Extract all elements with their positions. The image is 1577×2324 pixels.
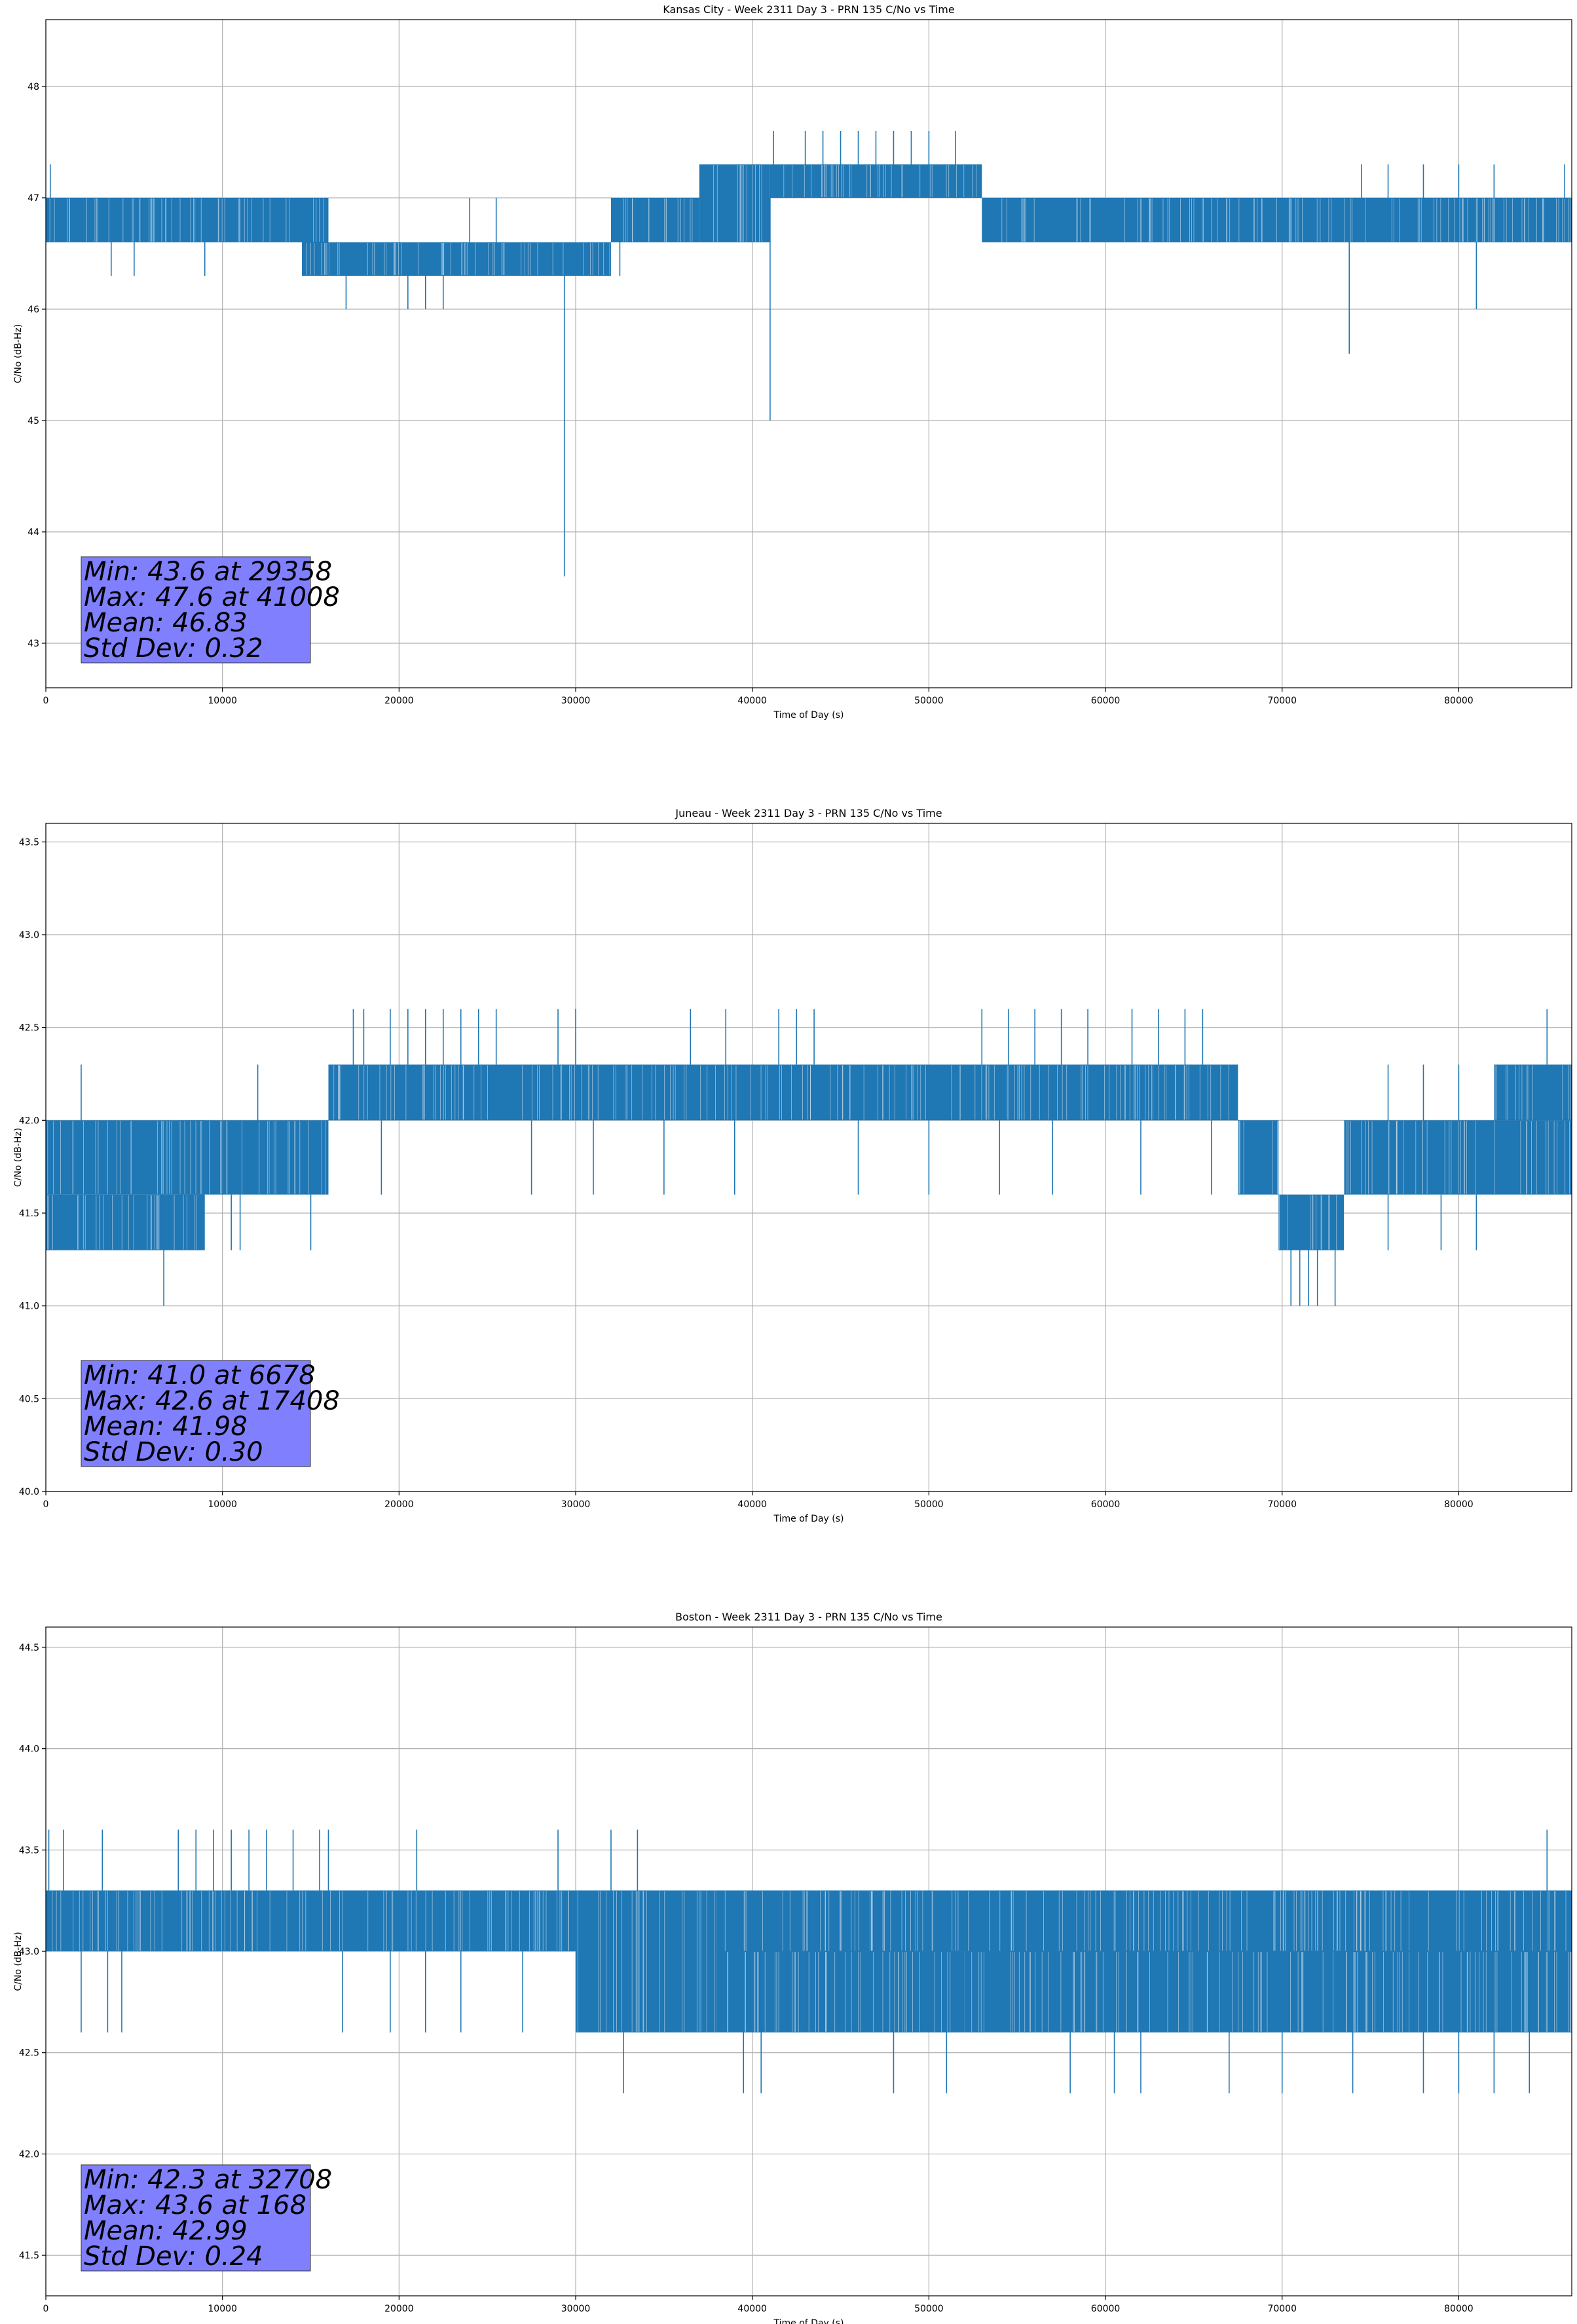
data-band [610,198,699,242]
y-tick-label: 44.5 [19,1643,39,1653]
x-tick-label: 20000 [384,696,414,706]
x-tick-label: 50000 [914,2304,944,2314]
data-band [1238,1120,1279,1195]
data-band [1344,1120,1572,1195]
data-band [178,1120,329,1195]
data-band [1278,1194,1345,1250]
x-tick-label: 30000 [561,2304,591,2314]
x-tick-label: 40000 [737,2304,767,2314]
stats-line: Std Dev: 0.32 [84,633,263,664]
x-tick-label: 20000 [384,2304,414,2314]
x-tick-label: 70000 [1267,1499,1297,1510]
data-band [699,164,770,242]
x-tick-label: 60000 [1091,696,1121,706]
x-tick-label: 0 [43,696,49,706]
plot-frame [45,19,1572,688]
x-tick-label: 70000 [1267,696,1297,706]
x-tick-label: 60000 [1091,1499,1121,1510]
y-tick-label: 40.5 [19,1394,39,1404]
chart-panel-2: 0 10000 20000 30000 40000 50000 60000 70000 8000… [13,807,1572,1524]
stats-line: Mean: 41.98 [84,1412,248,1442]
stats-box [81,1360,311,1467]
x-tick-label: 60000 [1091,2304,1121,2314]
stats-line: Max: 43.6 at 168 [84,2190,306,2221]
stats-line: Min: 42.3 at 32708 [84,2165,332,2195]
y-axis-label: C/No (dB-Hz) [13,1932,24,1991]
x-tick-label: 80000 [1444,696,1474,706]
y-tick-label: 47 [28,193,39,204]
data-band [46,1194,205,1250]
x-tick-label: 40000 [737,696,767,706]
y-axis-label: C/No (dB-Hz) [13,1128,24,1187]
data-band [716,1890,1572,1952]
y-tick-label: 43.5 [19,837,39,848]
x-tick-label: 10000 [208,696,237,706]
x-tick-label: 10000 [208,2304,237,2314]
data-band [328,1064,1238,1121]
data-series [46,1829,1572,2093]
chart-title: Kansas City - Week 2311 Day 3 - PRN 135 … [663,3,954,16]
data-band [964,1951,1572,2033]
data-band [302,242,611,276]
x-tick-label: 50000 [914,696,944,706]
y-tick-label: 44.0 [19,1744,39,1755]
y-tick-label: 42.5 [19,2048,39,2059]
data-band [716,1951,965,2033]
x-tick-label: 0 [43,2304,49,2314]
data-series [46,1009,1572,1306]
x-tick-label: 10000 [208,1499,237,1510]
plot-frame [45,823,1572,1492]
x-tick-label: 70000 [1267,2304,1297,2314]
data-series [46,131,1572,576]
chart-panel-1: 0 10000 20000 30000 40000 50000 60000 70000 8000… [13,3,1572,721]
chart-panel-3: 0 10000 20000 30000 40000 50000 60000 70000 8000… [13,1611,1572,2324]
stats-box [81,2164,311,2272]
stats-line: Std Dev: 0.24 [84,2241,263,2272]
x-tick-label: 30000 [561,696,591,706]
plot-frame [45,1626,1572,2296]
y-tick-label: 44 [28,527,39,538]
x-tick-label: 80000 [1444,2304,1474,2314]
stats-line: Min: 43.6 at 29358 [84,557,332,587]
x-tick-label: 40000 [737,1499,767,1510]
stats-box [81,556,311,664]
y-tick-label: 43 [28,639,39,649]
x-axis-label: Time of Day (s) [773,710,844,721]
stats-line: Std Dev: 0.30 [84,1437,263,1467]
stats-line: Mean: 42.99 [84,2216,248,2246]
y-tick-label: 45 [28,416,39,426]
y-tick-label: 41.5 [19,1209,39,1219]
y-tick-label: 43.0 [19,930,39,941]
data-band [576,1890,717,2033]
data-band [46,1890,576,1952]
x-tick-label: 80000 [1444,1499,1474,1510]
chart-title: Boston - Week 2311 Day 3 - PRN 135 C/No … [675,1611,942,1623]
x-tick-label: 0 [43,1499,49,1510]
x-tick-label: 20000 [384,1499,414,1510]
x-axis-label: Time of Day (s) [773,1514,844,1524]
x-axis-label: Time of Day (s) [773,2318,844,2324]
stats-line: Max: 42.6 at 17408 [84,1386,340,1416]
y-tick-label: 43.5 [19,1845,39,1856]
y-tick-label: 40.0 [19,1487,39,1497]
x-tick-label: 50000 [914,1499,944,1510]
y-tick-label: 41.5 [19,2251,39,2261]
data-band [46,1120,205,1195]
y-tick-label: 42.0 [19,2149,39,2160]
data-band [46,198,329,242]
y-tick-label: 42.5 [19,1023,39,1034]
y-axis-label: C/No (dB-Hz) [13,324,24,383]
stats-line: Min: 41.0 at 6678 [84,1360,316,1391]
chart-title: Juneau - Week 2311 Day 3 - PRN 135 C/No … [675,807,942,819]
y-tick-label: 43.0 [19,1947,39,1957]
y-tick-label: 48 [28,82,39,92]
stats-line: Mean: 46.83 [84,608,248,638]
stats-line: Max: 47.6 at 41008 [84,582,340,612]
data-band [770,164,982,198]
y-tick-label: 41.0 [19,1302,39,1312]
y-tick-label: 46 [28,305,39,315]
x-tick-label: 30000 [561,1499,591,1510]
y-tick-label: 42.0 [19,1115,39,1126]
